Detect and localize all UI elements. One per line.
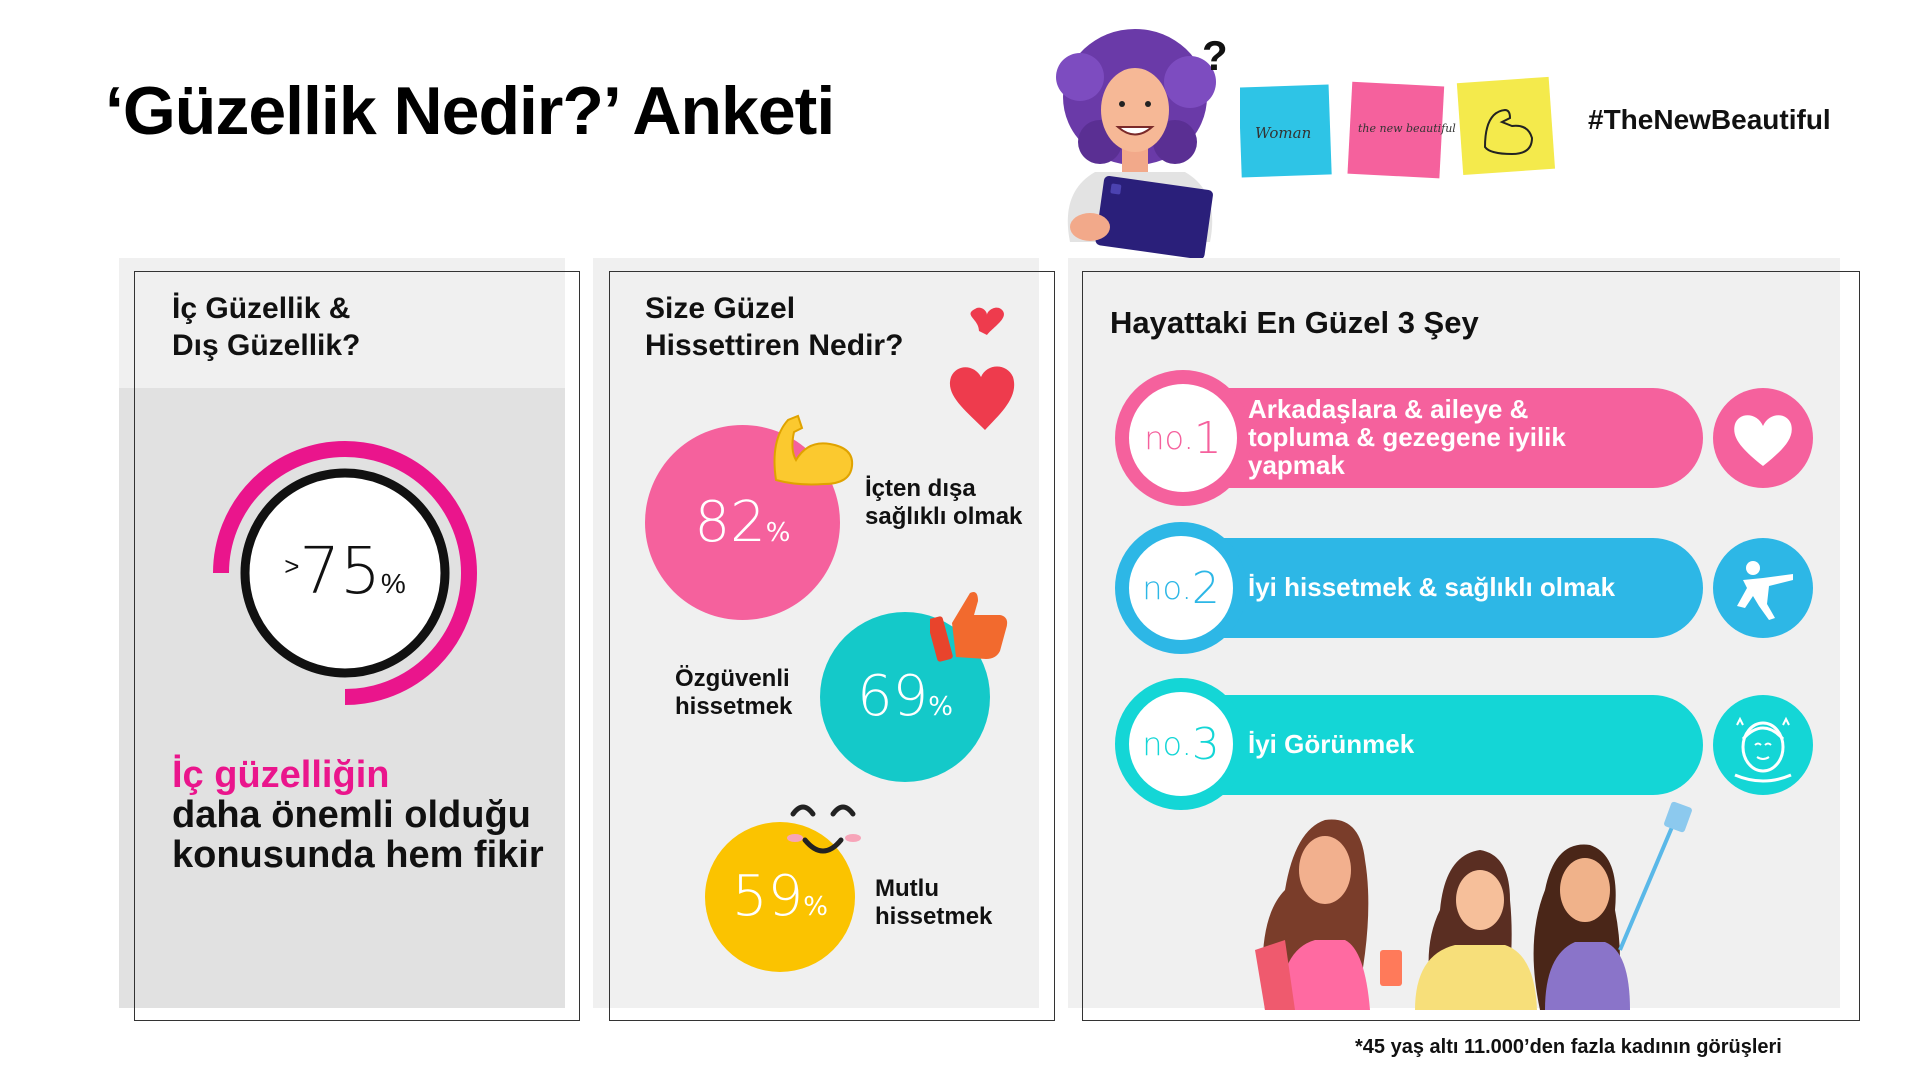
stat-label-confident: Özgüvenli hissetmek (675, 665, 792, 721)
panel-inner-outer-frame (134, 271, 580, 1021)
yoga-pose-icon (1713, 538, 1813, 638)
happy-face-icon (787, 804, 861, 854)
rank-number: 3 (1191, 718, 1220, 770)
rank-text-line-2: topluma & gezegene iyilik (1248, 422, 1566, 452)
label-line-1: İçten dışa (865, 475, 976, 502)
strong-arm-icon (773, 414, 854, 486)
heading-line-2: Dış Güzellik? (172, 329, 361, 362)
rank-text-line-1: İyi hissetmek & sağlıklı olmak (1248, 572, 1616, 602)
stat-value: 59 (732, 864, 804, 929)
statement-highlight: İç güzelliğin (172, 754, 390, 796)
ring-number: 75 (299, 535, 381, 609)
sticky-note-woman: Woman (1255, 124, 1311, 142)
stat-unit: % (928, 692, 953, 722)
rank-number: 2 (1191, 562, 1220, 614)
hearts-icon (949, 307, 1015, 430)
rank-prefix: no. (1142, 569, 1192, 607)
rank-3-text: İyi Görünmek (1248, 730, 1414, 758)
hashtag: #TheNewBeautiful (1588, 104, 1831, 135)
ring-value: >75% (270, 535, 420, 609)
sticky-note-new-beautiful: the new beautiful (1358, 122, 1456, 135)
friends-selfie-illustration (1225, 800, 1745, 1010)
rank-prefix: no. (1144, 419, 1194, 457)
rank-text-line-1: Arkadaşlara & aileye & (1248, 394, 1529, 424)
sticky-notes: Woman the new beautiful (1238, 72, 1610, 187)
panel-top3-heading: Hayattaki En Güzel 3 Şey (1110, 305, 1479, 340)
heading-line-1: Size Güzel (645, 292, 796, 325)
footnote: *45 yaş altı 11.000’den fazla kadının gö… (1355, 1036, 1782, 1058)
ring-prefix: > (284, 551, 300, 581)
stat-value: 69 (857, 664, 929, 729)
stat-circle-confident: 69% (820, 612, 990, 782)
question-mark: ? (1202, 32, 1228, 79)
stat-value: 82 (694, 490, 766, 555)
ring-unit: % (380, 568, 406, 599)
label-line-2: hissetmek (875, 903, 993, 930)
rank-3-badge: no. 3 (1115, 678, 1247, 810)
face-care-icon (1713, 695, 1813, 795)
stat-unit: % (803, 892, 828, 922)
progress-ring (213, 441, 477, 705)
statement-rest: daha önemli olduğu konusunda hem fikir (172, 794, 544, 876)
page-title: ‘Güzellik Nedir?’ Anketi (105, 73, 835, 149)
rank-1-badge: no. 1 (1115, 370, 1251, 506)
panel-inner-outer-statement: İç güzelliğin daha önemli olduğu konusun… (172, 755, 552, 875)
panel-feel-beautiful-frame (609, 271, 1055, 1021)
rank-1-text: Arkadaşlara & aileye & topluma & gezegen… (1248, 395, 1566, 479)
label-line-1: Mutlu (875, 875, 939, 902)
label-line-1: Özgüvenli (675, 665, 790, 692)
rank-2-text: İyi hissetmek & sağlıklı olmak (1248, 573, 1615, 601)
rank-2-badge: no. 2 (1115, 522, 1247, 654)
stat-label-happy: Mutlu hissetmek (875, 875, 992, 931)
panel-feel-beautiful-heading: Size Güzel Hissettiren Nedir? (645, 290, 903, 364)
progress-ring-arc (213, 441, 477, 705)
rank-number: 1 (1193, 412, 1222, 464)
panel-inner-outer-heading: İç Güzellik & Dış Güzellik? (172, 290, 360, 364)
rank-text-line-1: İyi Görünmek (1248, 729, 1415, 759)
rank-prefix: no. (1142, 725, 1192, 763)
stat-unit: % (765, 518, 791, 548)
heart-icon (1713, 388, 1813, 488)
rank-text-line-3: yapmak (1248, 450, 1345, 480)
woman-with-tablet-illustration: ? (1050, 22, 1230, 262)
panel-top3-frame (1082, 271, 1860, 1021)
progress-ring-inner (240, 468, 450, 678)
heading-line-2: Hissettiren Nedir? (645, 329, 904, 362)
label-line-2: hissetmek (675, 693, 793, 720)
stat-label-healthy: İçten dışa sağlıklı olmak (865, 475, 1022, 531)
thumbs-up-icon (930, 592, 1008, 662)
flexed-arm-icon (1483, 108, 1534, 156)
heading-line-1: İç Güzellik & (172, 292, 351, 325)
label-line-2: sağlıklı olmak (865, 503, 1023, 530)
